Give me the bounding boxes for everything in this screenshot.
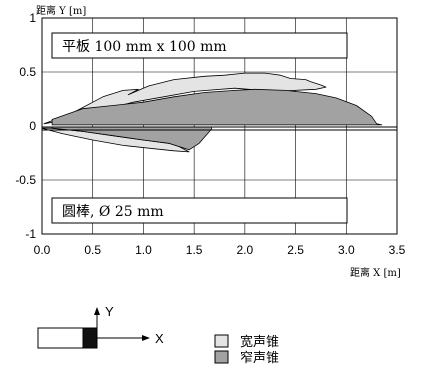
x-tick-label: 2.0 [237, 243, 254, 257]
x-tick-label: 0.5 [84, 243, 101, 257]
legend-label-narrow: 窄声锥 [240, 350, 279, 366]
y-tick-label: -0.5 [15, 173, 36, 187]
plate-annotation-box [51, 32, 348, 59]
sensor-diagram: Y X [37, 304, 164, 349]
x-tick-label: 3.0 [338, 243, 355, 257]
x-tick-label: 0.0 [34, 243, 51, 257]
cone-areas [41, 72, 383, 153]
legend-swatch-narrow [214, 350, 229, 364]
y-tick-label: 1 [29, 11, 36, 25]
area-plate-narrow [51, 88, 383, 126]
x-tick-label: 2.5 [287, 243, 304, 257]
legend: 宽声锥 窄声锥 [214, 334, 279, 366]
y-tick-label: 0.5 [19, 65, 36, 79]
sensor-y-label: Y [105, 304, 114, 319]
rod-annotation-box [51, 197, 348, 224]
sensor-face [82, 327, 98, 349]
y-tick-label: 0 [29, 119, 36, 133]
tick-labels: 0.0 0.5 1.0 1.5 2.0 2.5 3.0 3.5 1 0.5 0 -0.5 -1 [15, 11, 405, 257]
sensor-body [37, 327, 84, 349]
x-tick-label: 1.0 [135, 243, 152, 257]
legend-label-wide: 宽声锥 [240, 334, 279, 350]
x-tick-label: 1.5 [186, 243, 203, 257]
sensor-y-arrowhead [94, 307, 100, 315]
sensor-x-label: X [155, 331, 164, 346]
legend-swatch-wide [214, 334, 229, 348]
rod-annotation: 圆棒, Ø 25 mm [62, 204, 164, 220]
x-tick-label: 3.5 [389, 243, 406, 257]
y-axis-label: 距离 Y [m] [36, 4, 86, 17]
area-plate-wide [43, 72, 327, 125]
x-axis-label: 距离 X [m] [350, 266, 401, 279]
sensor-x-arrowhead [142, 335, 150, 341]
y-tick-label: -1 [25, 227, 36, 241]
plate-annotation: 平板 100 mm x 100 mm [62, 39, 227, 55]
